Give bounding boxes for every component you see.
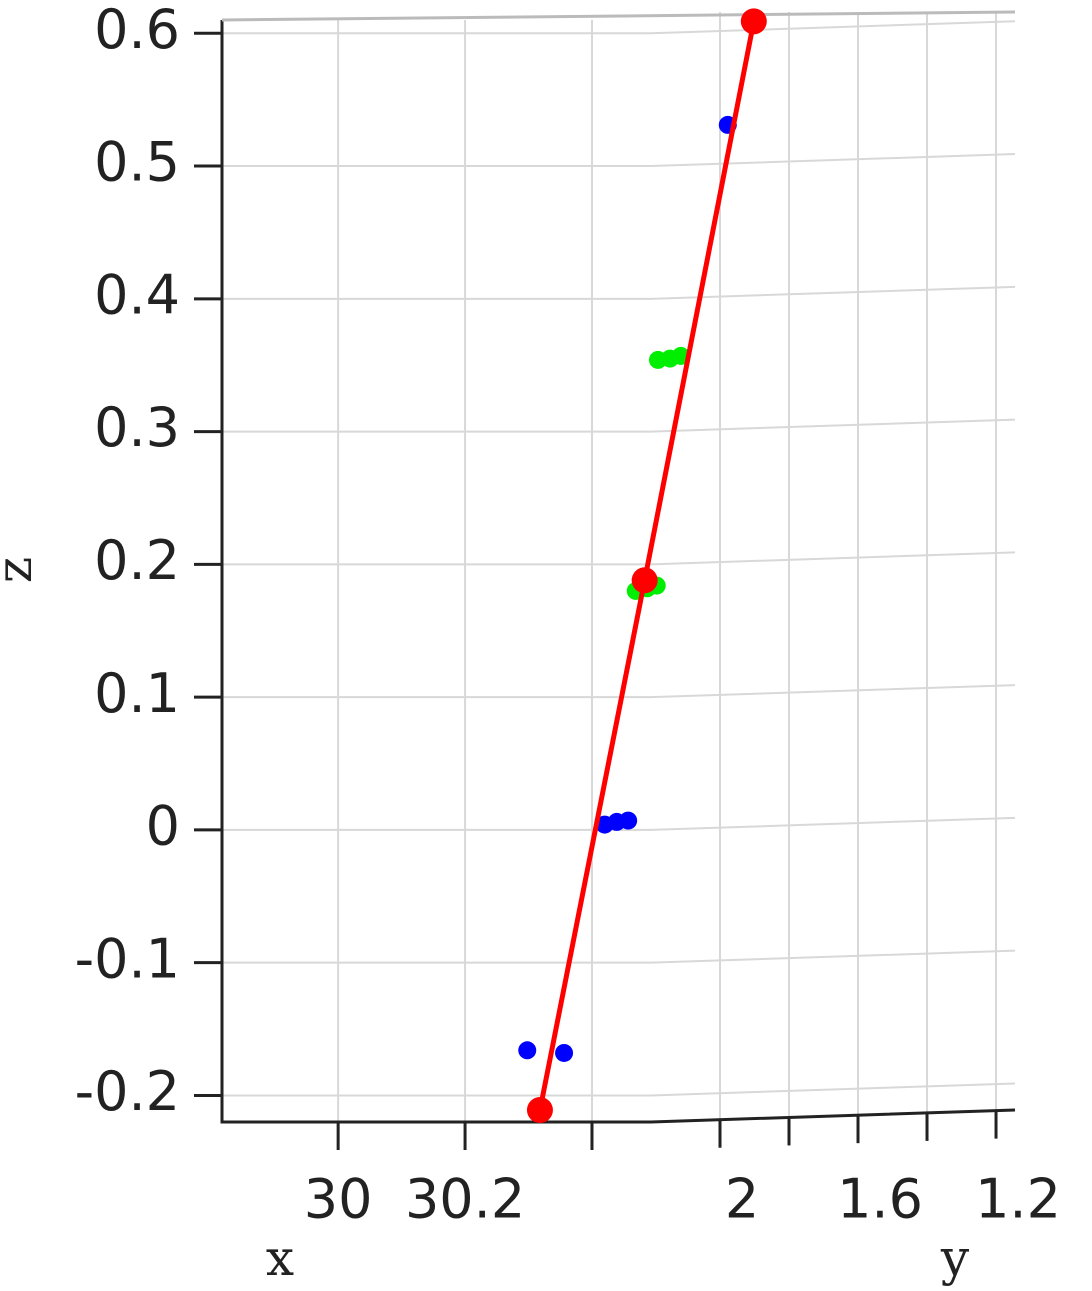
top-edge: [221, 10, 1016, 22]
xticks-label: 30: [304, 1168, 373, 1231]
point: [555, 1043, 574, 1062]
grid-line: [222, 153, 1016, 168]
yticks-label: 1.2: [975, 1168, 1061, 1231]
axis-line: [220, 20, 1016, 1124]
yticks-label: 1.6: [837, 1168, 923, 1231]
z-tick-label: 0: [146, 795, 180, 858]
z-tick-label: 0.2: [94, 529, 180, 592]
z-tick-label: 0.4: [94, 263, 180, 326]
xticks-label: 30.2: [405, 1168, 525, 1231]
z-tick-label: 0.6: [94, 0, 180, 61]
grid-line: [222, 20, 1016, 35]
point: [740, 8, 767, 35]
grid-line: [222, 285, 1016, 300]
point: [518, 1041, 537, 1060]
yticks-label: 2: [725, 1168, 759, 1231]
y-axis-label: y: [940, 1229, 970, 1287]
point: [526, 1097, 553, 1124]
grid-line: [222, 949, 1016, 964]
grid-line: [222, 418, 1016, 433]
series-line: [537, 20, 757, 1111]
z-axis-label: z: [0, 557, 43, 583]
z-tick-label: 0.3: [94, 396, 180, 459]
point: [619, 811, 638, 830]
grid-line: [222, 1082, 1016, 1097]
grid-line: [222, 816, 1016, 831]
z-tick-label: -0.1: [75, 927, 180, 990]
z-tick-label: 0.1: [94, 662, 180, 725]
z-tick-label: -0.2: [75, 1060, 180, 1123]
grid-line: [222, 684, 1016, 699]
z-tick-label: 0.5: [94, 131, 180, 194]
x-axis-label: x: [266, 1229, 294, 1287]
grid-line: [222, 551, 1016, 566]
point: [631, 567, 658, 594]
